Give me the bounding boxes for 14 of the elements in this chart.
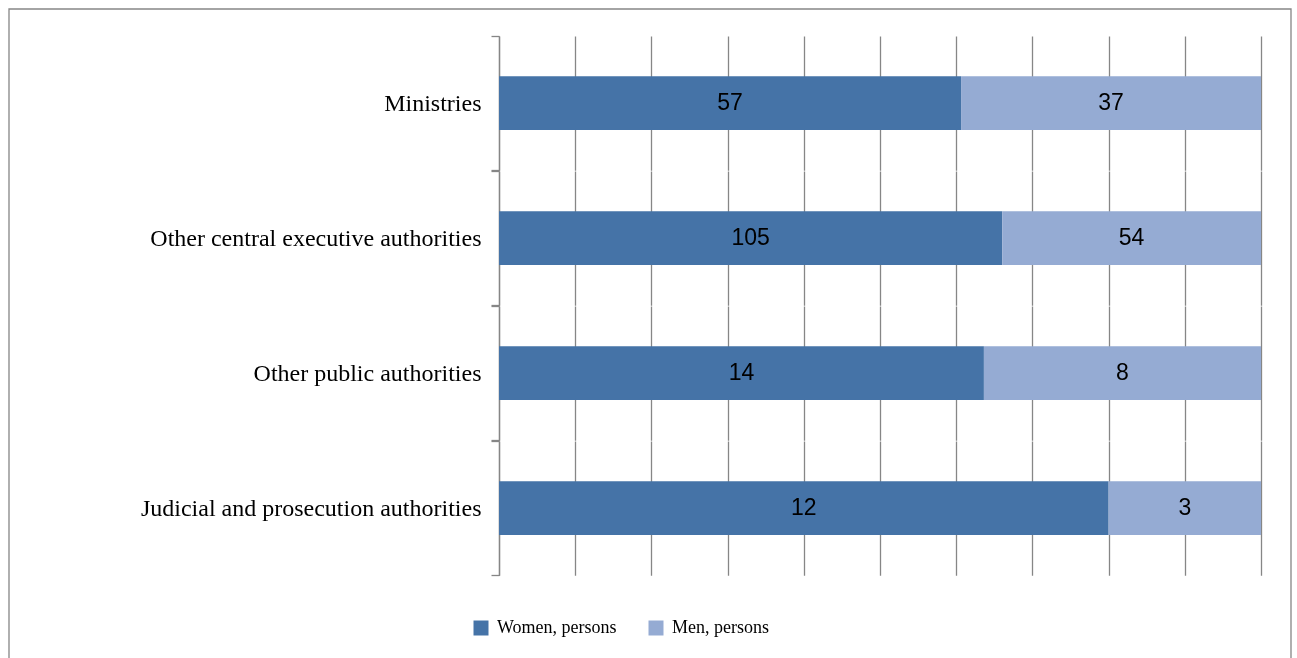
legend-label: Men, persons: [672, 617, 769, 637]
data-label: 3: [1178, 494, 1192, 521]
data-label: 37: [1098, 89, 1124, 116]
y-tick-label: Other central executive authorities: [150, 224, 482, 251]
data-label: 105: [731, 224, 770, 251]
y-tick-label: Other public authorities: [253, 359, 482, 386]
data-label: 8: [1116, 359, 1129, 386]
legend-label: Women, persons: [497, 617, 617, 637]
y-tick-label: Judicial and prosecution authorities: [140, 494, 482, 521]
y-tick-label: Ministries: [384, 89, 482, 116]
data-label: 14: [728, 359, 755, 386]
data-label: 54: [1118, 224, 1145, 251]
data-label: 12: [791, 494, 817, 521]
data-label: 57: [717, 89, 743, 116]
